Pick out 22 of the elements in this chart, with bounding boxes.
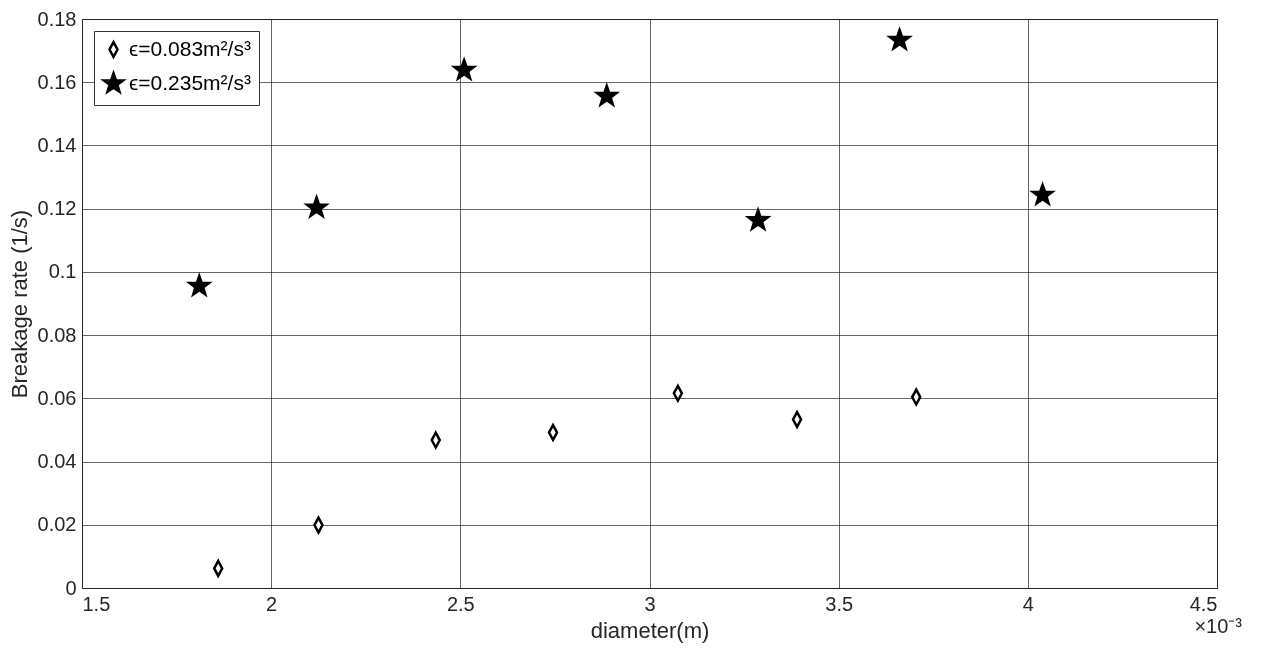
y-tick-label: 0.08 [37, 323, 77, 346]
x-axis-title: diameter(m) [590, 617, 710, 643]
y-tick-label: 0.12 [37, 197, 77, 220]
x-tick-label: 2.5 [446, 592, 475, 615]
y-tick-label: 0.04 [37, 450, 77, 473]
y-tick-label: 0.02 [37, 513, 77, 536]
legend-label: ϵ=0.083m²/s³ [129, 36, 251, 60]
y-tick-label: 0.14 [37, 133, 77, 156]
x-tick-label: 2 [266, 592, 278, 615]
text: ×10⁻³ [1194, 615, 1243, 637]
legend-label: ϵ=0.235m²/s³ [129, 70, 251, 94]
x-tick-label: 4 [1022, 592, 1034, 615]
x-tick-label: 3 [644, 592, 656, 615]
x-tick-label: 4.5 [1189, 592, 1218, 615]
y-tick-label: 0.06 [37, 386, 77, 409]
y-tick-label: 0.1 [48, 260, 77, 283]
x-tick-label: 3.5 [825, 592, 854, 615]
y-tick-label: 0.18 [37, 7, 77, 30]
x-tick-label: 1.5 [82, 592, 111, 615]
y-axis-title: Breakage rate (1/s) [6, 209, 32, 399]
y-tick-label: 0.16 [37, 70, 77, 93]
y-tick-label: 0 [65, 576, 77, 599]
